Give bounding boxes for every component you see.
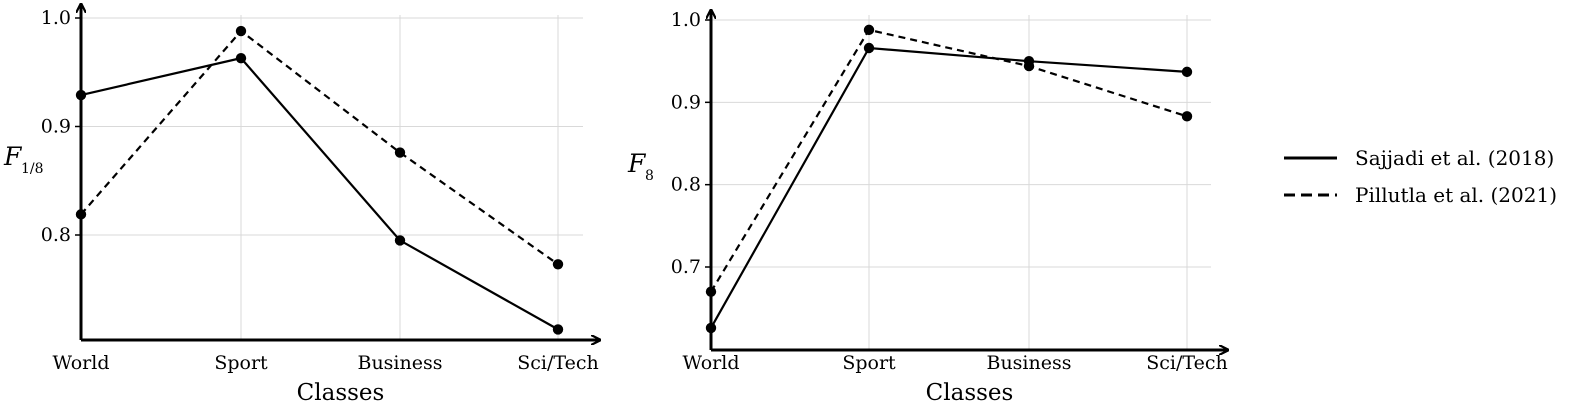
x-tick-label: Sci/Tech	[1146, 352, 1227, 374]
data-point	[552, 259, 564, 270]
x-tick-label: Sport	[214, 352, 268, 374]
y-axis-title: F	[627, 149, 647, 178]
y-axis-subscript: 8	[645, 168, 654, 184]
legend-label-sajjadi: Sajjadi et al. (2018)	[1355, 146, 1554, 170]
x-tick-label: Business	[357, 352, 442, 374]
y-tick-label: 0.8	[41, 224, 71, 246]
y-axis-title: F	[3, 142, 23, 171]
x-axis-title: Classes	[297, 380, 385, 406]
data-point	[235, 52, 247, 64]
data-point	[394, 235, 406, 246]
data-point	[863, 42, 875, 54]
x-tick-label: Sci/Tech	[517, 352, 598, 374]
series-line-pillutla	[710, 28, 1188, 293]
y-tick-label: 1.0	[671, 9, 701, 31]
left-chart-panel: 0.8 0.9 1.0 World Sport Business Sci/Tech Class…	[3, 4, 600, 406]
y-tick-label: 0.9	[41, 116, 71, 138]
data-point	[75, 209, 87, 220]
legend: Sajjadi et al. (2018) Pillutla et al. (2…	[1284, 146, 1557, 207]
y-tick-label: 1.0	[41, 7, 71, 29]
data-point	[1181, 66, 1193, 78]
y-tick-label: 0.7	[671, 256, 701, 278]
x-tick-label: Sport	[842, 352, 896, 374]
data-point	[1023, 60, 1035, 72]
x-tick-label: World	[53, 352, 110, 374]
data-point	[394, 147, 406, 158]
y-tick-label: 0.8	[671, 174, 701, 196]
legend-label-pillutla: Pillutla et al. (2021)	[1355, 183, 1557, 207]
y-axis-subscript: 1/8	[21, 161, 44, 177]
right-chart-panel: 0.7 0.8 0.9 1.0 World Sport Business Sci/Tech Cl…	[627, 9, 1228, 406]
data-point	[863, 24, 875, 36]
data-point	[552, 324, 564, 335]
y-tick-label: 0.9	[671, 91, 701, 113]
data-point	[705, 286, 717, 297]
data-point	[1181, 111, 1193, 122]
data-point	[235, 25, 247, 37]
x-tick-label: Business	[986, 352, 1071, 374]
series-line-sajjadi	[80, 56, 559, 331]
data-point	[705, 322, 717, 334]
x-tick-label: World	[683, 352, 740, 374]
x-axis-title: Classes	[926, 380, 1014, 406]
series-line-pillutla	[80, 29, 559, 266]
data-point	[75, 89, 87, 101]
series-line-sajjadi	[710, 46, 1188, 329]
